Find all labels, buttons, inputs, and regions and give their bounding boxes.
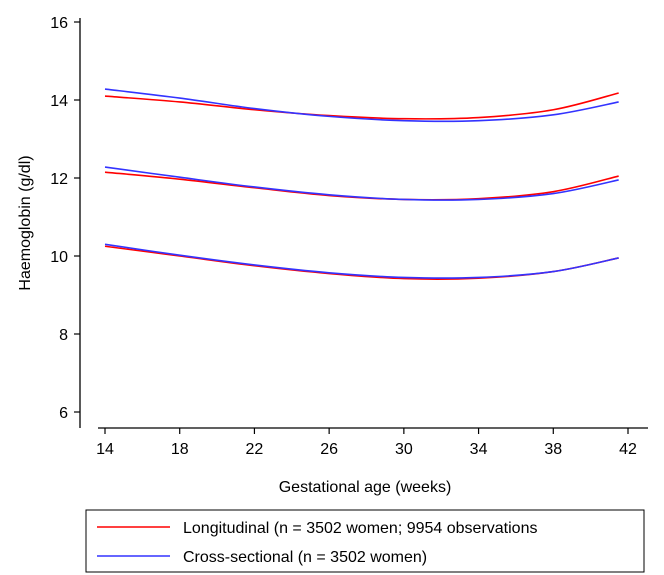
x-tick-label: 30 xyxy=(395,441,413,458)
y-tick-label: 6 xyxy=(59,405,68,422)
y-axis-title: Haemoglobin (g/dl) xyxy=(17,155,34,290)
legend-label-longitudinal: Longitudinal (n = 3502 women; 9954 obser… xyxy=(183,520,537,537)
axes xyxy=(79,18,648,429)
x-tick-label: 14 xyxy=(96,441,114,458)
x-tick-label: 22 xyxy=(246,441,264,458)
series-line-longitudinal-lower xyxy=(104,245,619,280)
legend: Longitudinal (n = 3502 women; 9954 obser… xyxy=(85,509,645,573)
plot-lines xyxy=(104,88,619,280)
y-tick-label: 10 xyxy=(50,249,68,266)
y-tick-label: 12 xyxy=(50,171,68,188)
legend-box xyxy=(85,509,645,573)
x-tick-label: 26 xyxy=(320,441,338,458)
x-tick-label: 38 xyxy=(544,441,562,458)
y-ticks: 6 8 10 12 14 16 xyxy=(50,15,80,422)
x-ticks: 14 18 22 26 30 34 38 42 xyxy=(96,428,637,458)
x-tick-label: 42 xyxy=(619,441,637,458)
series-line-cross-sectional-lower xyxy=(104,243,619,279)
x-tick-label: 34 xyxy=(470,441,488,458)
x-tick-label: 18 xyxy=(171,441,189,458)
series-line-cross-sectional-middle xyxy=(104,166,619,201)
legend-label-cross-sectional: Cross-sectional (n = 3502 women) xyxy=(183,549,427,566)
y-tick-label: 14 xyxy=(50,93,68,110)
series-line-cross-sectional-upper xyxy=(104,88,619,123)
y-tick-label: 16 xyxy=(50,15,68,32)
series-line-longitudinal-upper xyxy=(104,92,619,120)
x-axis-title: Gestational age (weeks) xyxy=(279,479,452,496)
y-tick-label: 8 xyxy=(59,327,68,344)
